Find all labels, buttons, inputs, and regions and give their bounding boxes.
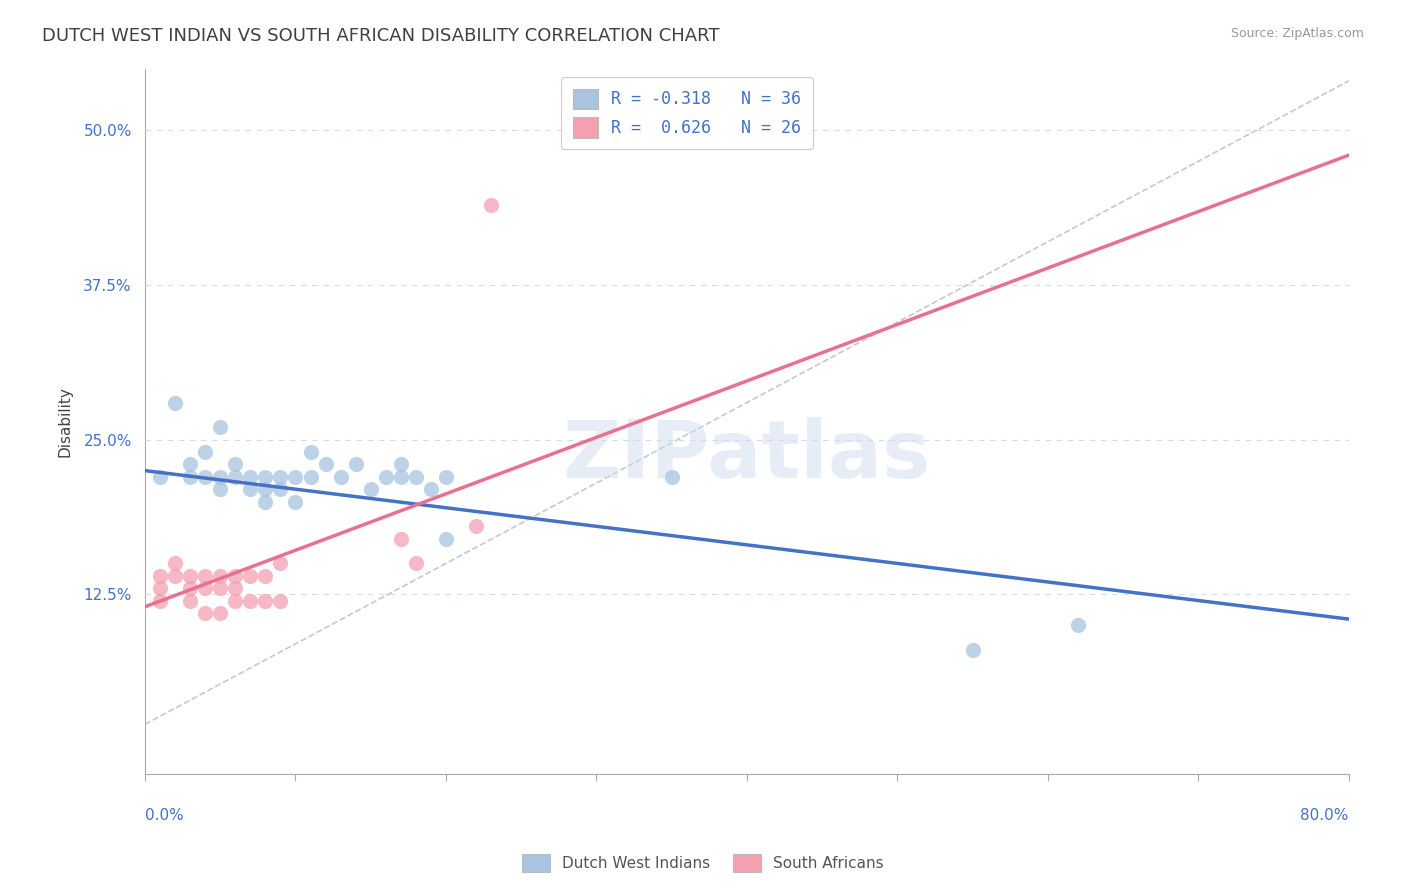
Point <box>254 593 277 607</box>
Point <box>224 581 246 595</box>
Point <box>962 643 984 657</box>
Point <box>661 470 683 484</box>
Point <box>284 470 307 484</box>
Point <box>254 494 277 508</box>
Point <box>284 494 307 508</box>
Legend: Dutch West Indians, South Africans: Dutch West Indians, South Africans <box>515 846 891 880</box>
Point <box>254 569 277 583</box>
Point <box>360 482 382 496</box>
Point <box>1067 618 1090 632</box>
Point <box>405 557 427 571</box>
Text: DUTCH WEST INDIAN VS SOUTH AFRICAN DISABILITY CORRELATION CHART: DUTCH WEST INDIAN VS SOUTH AFRICAN DISAB… <box>42 27 720 45</box>
Point <box>209 569 232 583</box>
Point <box>269 470 291 484</box>
Point <box>179 569 201 583</box>
Point <box>209 470 232 484</box>
Point <box>389 458 412 472</box>
Point <box>374 470 396 484</box>
Point <box>224 470 246 484</box>
Point <box>165 395 187 409</box>
Point <box>239 569 262 583</box>
Point <box>209 581 232 595</box>
Point <box>434 532 457 546</box>
Point <box>149 470 172 484</box>
Point <box>405 470 427 484</box>
Point <box>269 557 291 571</box>
Point <box>479 197 502 211</box>
Point <box>194 581 217 595</box>
Point <box>179 458 201 472</box>
Point <box>194 606 217 620</box>
Point <box>269 482 291 496</box>
Text: ZIPatlas: ZIPatlas <box>562 417 931 495</box>
Point <box>209 482 232 496</box>
Point <box>209 420 232 434</box>
Point <box>149 581 172 595</box>
Point <box>224 458 246 472</box>
Point <box>224 569 246 583</box>
Point <box>194 569 217 583</box>
Text: 80.0%: 80.0% <box>1301 808 1348 823</box>
Point <box>419 482 441 496</box>
Point <box>465 519 488 533</box>
Point <box>194 470 217 484</box>
Legend: R = -0.318   N = 36, R =  0.626   N = 26: R = -0.318 N = 36, R = 0.626 N = 26 <box>561 77 813 149</box>
Point <box>239 593 262 607</box>
Text: Source: ZipAtlas.com: Source: ZipAtlas.com <box>1230 27 1364 40</box>
Point <box>329 470 352 484</box>
Point <box>269 593 291 607</box>
Point <box>239 470 262 484</box>
Point <box>254 470 277 484</box>
Point <box>179 470 201 484</box>
Point <box>224 593 246 607</box>
Point <box>179 593 201 607</box>
Point <box>434 470 457 484</box>
Text: 0.0%: 0.0% <box>145 808 184 823</box>
Point <box>165 557 187 571</box>
Point <box>194 445 217 459</box>
Point <box>344 458 367 472</box>
Point <box>149 569 172 583</box>
Point <box>209 606 232 620</box>
Point <box>315 458 337 472</box>
Point <box>299 470 322 484</box>
Point <box>239 482 262 496</box>
Point <box>299 445 322 459</box>
Point <box>165 569 187 583</box>
Point <box>254 482 277 496</box>
Point <box>179 581 201 595</box>
Point <box>389 470 412 484</box>
Point <box>149 593 172 607</box>
Point <box>389 532 412 546</box>
Y-axis label: Disability: Disability <box>58 385 72 457</box>
